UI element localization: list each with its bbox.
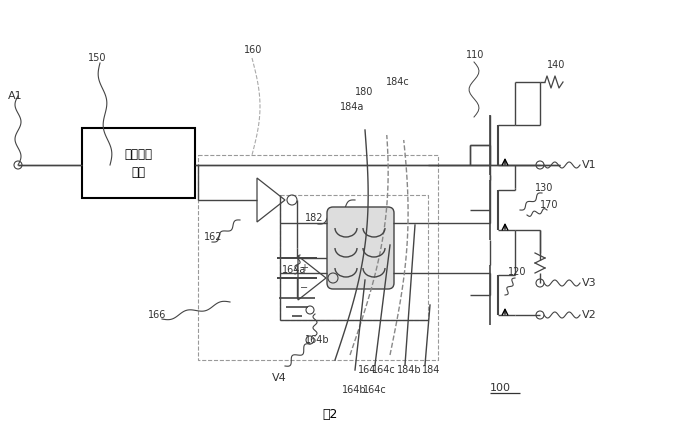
Text: 170: 170 — [540, 200, 558, 210]
Text: V3: V3 — [582, 278, 596, 288]
Text: 110: 110 — [466, 50, 484, 60]
Text: 184b: 184b — [397, 365, 422, 375]
Text: 182: 182 — [305, 213, 324, 223]
Text: 166: 166 — [148, 310, 167, 320]
Text: 162: 162 — [204, 232, 222, 242]
Text: 180: 180 — [355, 87, 373, 97]
Text: 150: 150 — [88, 53, 107, 63]
Text: 100: 100 — [490, 383, 511, 393]
Text: 164b: 164b — [305, 335, 330, 345]
Text: 164a: 164a — [282, 265, 307, 275]
Text: −: − — [300, 283, 308, 293]
Text: +: + — [300, 263, 308, 273]
Text: 准位移位
单元: 准位移位 单元 — [124, 147, 152, 178]
Text: V4: V4 — [272, 373, 287, 383]
Text: V1: V1 — [582, 160, 596, 170]
Text: 164c: 164c — [372, 365, 396, 375]
Text: A1: A1 — [8, 91, 22, 101]
Text: 140: 140 — [547, 60, 565, 70]
Text: 164c: 164c — [363, 385, 387, 395]
Text: 130: 130 — [535, 183, 554, 193]
FancyBboxPatch shape — [327, 207, 394, 289]
Text: V2: V2 — [582, 310, 597, 320]
Text: 184a: 184a — [340, 102, 364, 112]
Text: 184: 184 — [422, 365, 441, 375]
Text: 图2: 图2 — [322, 409, 338, 421]
Text: 164b: 164b — [342, 385, 367, 395]
Text: 184c: 184c — [386, 77, 410, 87]
Bar — [82, 128, 195, 198]
Bar — [280, 195, 428, 320]
Text: 120: 120 — [508, 267, 526, 277]
Bar — [198, 155, 438, 360]
Text: 160: 160 — [244, 45, 262, 55]
Text: 164: 164 — [358, 365, 376, 375]
